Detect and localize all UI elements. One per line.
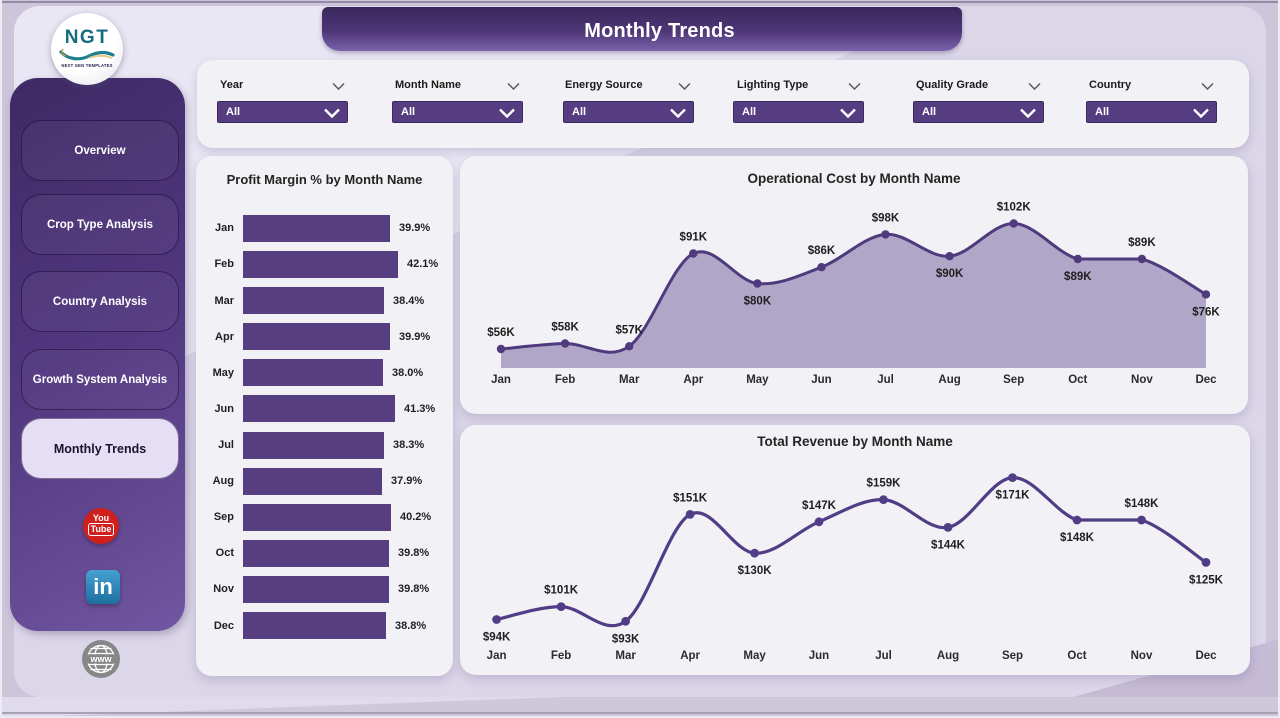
svg-text:$94K: $94K: [483, 632, 511, 644]
svg-text:Jan: Jan: [487, 650, 507, 662]
svg-text:Jan: Jan: [491, 374, 511, 386]
svg-text:$58K: $58K: [551, 322, 579, 334]
svg-text:Jun: Jun: [809, 650, 829, 662]
svg-text:$57K: $57K: [615, 324, 643, 336]
svg-text:$171K: $171K: [996, 490, 1031, 502]
svg-text:Jun: Jun: [811, 374, 831, 386]
svg-text:$144K: $144K: [931, 539, 966, 551]
svg-text:Jul: Jul: [875, 650, 892, 662]
svg-text:Dec: Dec: [1195, 374, 1217, 386]
svg-text:$91K: $91K: [680, 232, 708, 244]
svg-text:Aug: Aug: [938, 374, 960, 386]
svg-text:Oct: Oct: [1067, 650, 1086, 662]
svg-text:$98K: $98K: [872, 212, 900, 224]
svg-text:Apr: Apr: [683, 374, 703, 386]
svg-text:www: www: [89, 654, 112, 664]
svg-text:$102K: $102K: [997, 202, 1032, 214]
svg-text:$80K: $80K: [744, 296, 772, 308]
svg-text:May: May: [743, 650, 766, 662]
svg-text:Oct: Oct: [1068, 374, 1087, 386]
svg-text:$90K: $90K: [936, 268, 964, 280]
svg-text:Mar: Mar: [619, 374, 640, 386]
svg-text:Nov: Nov: [1131, 650, 1153, 662]
svg-text:$76K: $76K: [1192, 306, 1220, 318]
svg-text:Dec: Dec: [1195, 650, 1217, 662]
svg-text:$148K: $148K: [1060, 532, 1095, 544]
svg-text:$101K: $101K: [544, 585, 579, 597]
svg-text:Aug: Aug: [937, 650, 959, 662]
svg-text:Mar: Mar: [615, 650, 636, 662]
svg-text:$159K: $159K: [867, 478, 902, 490]
svg-text:$130K: $130K: [738, 565, 773, 577]
svg-text:$89K: $89K: [1064, 271, 1092, 283]
svg-text:Nov: Nov: [1131, 374, 1153, 386]
svg-text:$147K: $147K: [802, 500, 837, 512]
svg-text:Jul: Jul: [877, 374, 894, 386]
svg-text:$125K: $125K: [1189, 574, 1224, 586]
svg-text:$86K: $86K: [808, 245, 836, 257]
svg-text:$93K: $93K: [612, 633, 640, 645]
svg-text:$89K: $89K: [1128, 237, 1156, 249]
svg-text:Feb: Feb: [555, 374, 575, 386]
svg-text:Sep: Sep: [1003, 374, 1024, 386]
svg-text:Sep: Sep: [1002, 650, 1023, 662]
svg-text:Feb: Feb: [551, 650, 571, 662]
svg-text:Apr: Apr: [680, 650, 700, 662]
svg-text:$56K: $56K: [487, 327, 515, 339]
svg-text:May: May: [746, 374, 769, 386]
svg-text:$148K: $148K: [1125, 498, 1160, 510]
svg-text:$151K: $151K: [673, 492, 708, 504]
